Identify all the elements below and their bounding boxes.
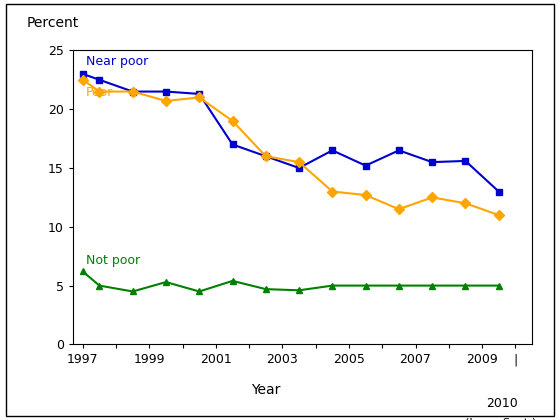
Not poor bbox=[96, 283, 103, 288]
Not poor bbox=[496, 283, 502, 288]
Text: 2010: 2010 bbox=[487, 397, 518, 410]
Near poor bbox=[296, 165, 302, 171]
Near poor bbox=[362, 163, 369, 168]
Poor bbox=[229, 118, 236, 123]
Text: (Jan. – Sept.): (Jan. – Sept.) bbox=[465, 418, 536, 420]
Near poor bbox=[395, 148, 402, 153]
Poor bbox=[96, 89, 103, 94]
Near poor bbox=[329, 148, 335, 153]
Not poor bbox=[462, 283, 469, 288]
Near poor bbox=[196, 92, 203, 97]
Poor bbox=[162, 98, 169, 103]
Not poor bbox=[196, 289, 203, 294]
Text: Year: Year bbox=[251, 383, 281, 396]
Not poor bbox=[296, 288, 302, 293]
Near poor bbox=[496, 189, 502, 194]
Poor bbox=[80, 77, 86, 82]
Not poor bbox=[162, 280, 169, 285]
Near poor bbox=[229, 142, 236, 147]
Poor bbox=[496, 213, 502, 218]
Poor bbox=[329, 189, 335, 194]
Poor bbox=[129, 89, 136, 94]
Poor bbox=[263, 154, 269, 159]
Near poor bbox=[129, 89, 136, 94]
Poor bbox=[429, 195, 436, 200]
Not poor bbox=[329, 283, 335, 288]
Not poor bbox=[80, 269, 86, 274]
Near poor bbox=[462, 158, 469, 163]
Poor bbox=[362, 192, 369, 197]
Text: Not poor: Not poor bbox=[86, 254, 140, 267]
Text: Near poor: Near poor bbox=[86, 55, 148, 68]
Near poor bbox=[80, 71, 86, 76]
Near poor bbox=[263, 154, 269, 159]
Not poor bbox=[395, 283, 402, 288]
Poor bbox=[196, 95, 203, 100]
Text: Percent: Percent bbox=[27, 16, 79, 30]
Not poor bbox=[362, 283, 369, 288]
Text: Poor: Poor bbox=[86, 86, 114, 99]
Poor bbox=[395, 207, 402, 212]
Not poor bbox=[429, 283, 436, 288]
Line: Near poor: Near poor bbox=[80, 71, 502, 195]
Not poor bbox=[129, 289, 136, 294]
Not poor bbox=[229, 278, 236, 284]
Line: Poor: Poor bbox=[80, 76, 502, 218]
Poor bbox=[462, 201, 469, 206]
Poor bbox=[296, 160, 302, 165]
Line: Not poor: Not poor bbox=[80, 268, 502, 295]
Near poor bbox=[96, 77, 103, 82]
Near poor bbox=[162, 89, 169, 94]
Near poor bbox=[429, 160, 436, 165]
Not poor bbox=[263, 286, 269, 291]
